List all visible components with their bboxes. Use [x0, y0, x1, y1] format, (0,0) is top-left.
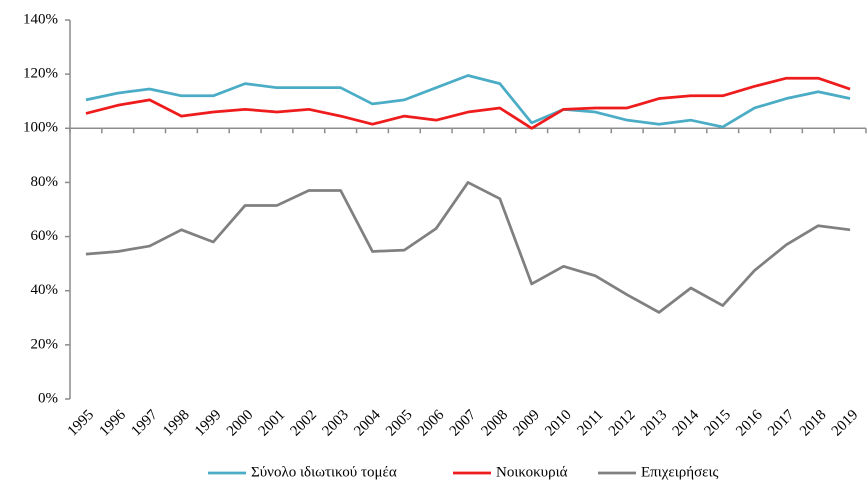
x-tick-label: 2017 [765, 407, 798, 440]
series-line [85, 76, 851, 130]
x-tick-label: 2003 [319, 407, 352, 440]
y-tick-label: 60% [31, 228, 59, 244]
series-line [85, 181, 851, 314]
y-tick-label: 20% [31, 336, 59, 352]
x-tick-label: 2016 [733, 407, 766, 440]
x-tick-label: 2001 [256, 407, 289, 440]
legend-label: Επιχειρήσεις [641, 464, 719, 480]
x-tick-label: 2018 [797, 407, 830, 440]
x-tick-label: 1996 [96, 407, 129, 440]
x-tick-label: 1998 [160, 407, 193, 440]
x-tick-label: 2019 [829, 407, 862, 440]
x-tick-label: 2005 [383, 407, 416, 440]
y-tick-label: 140% [23, 11, 58, 27]
x-tick-label: 2004 [351, 407, 384, 440]
y-tick-label: 100% [23, 120, 58, 136]
y-tick-label: 40% [31, 282, 59, 298]
x-tick-label: 2012 [606, 407, 639, 440]
x-tick-label: 1999 [192, 407, 225, 440]
y-tick-label: 0% [38, 390, 58, 406]
y-tick-label: 80% [31, 174, 59, 190]
y-tick-label: 120% [23, 66, 58, 82]
x-tick-label: 2013 [638, 407, 671, 440]
x-tick-label: 2007 [447, 407, 480, 440]
legend-label: Νοικοκυριά [496, 464, 568, 480]
x-tick-label: 2008 [479, 407, 512, 440]
x-tick-label: 2006 [415, 407, 448, 440]
x-tick-label: 2015 [701, 407, 734, 440]
x-tick-label: 2010 [542, 407, 575, 440]
x-tick-label: 2014 [670, 407, 703, 440]
x-tick-label: 2009 [510, 407, 543, 440]
legend-label: Σύνολο ιδιωτικού τομέα [251, 464, 397, 480]
x-tick-label: 2002 [288, 407, 321, 440]
series-line [85, 74, 851, 129]
x-tick-label: 1997 [128, 407, 161, 440]
x-tick-label: 2011 [574, 407, 606, 439]
x-tick-label: 1995 [65, 407, 98, 440]
x-tick-label: 2000 [224, 407, 257, 440]
